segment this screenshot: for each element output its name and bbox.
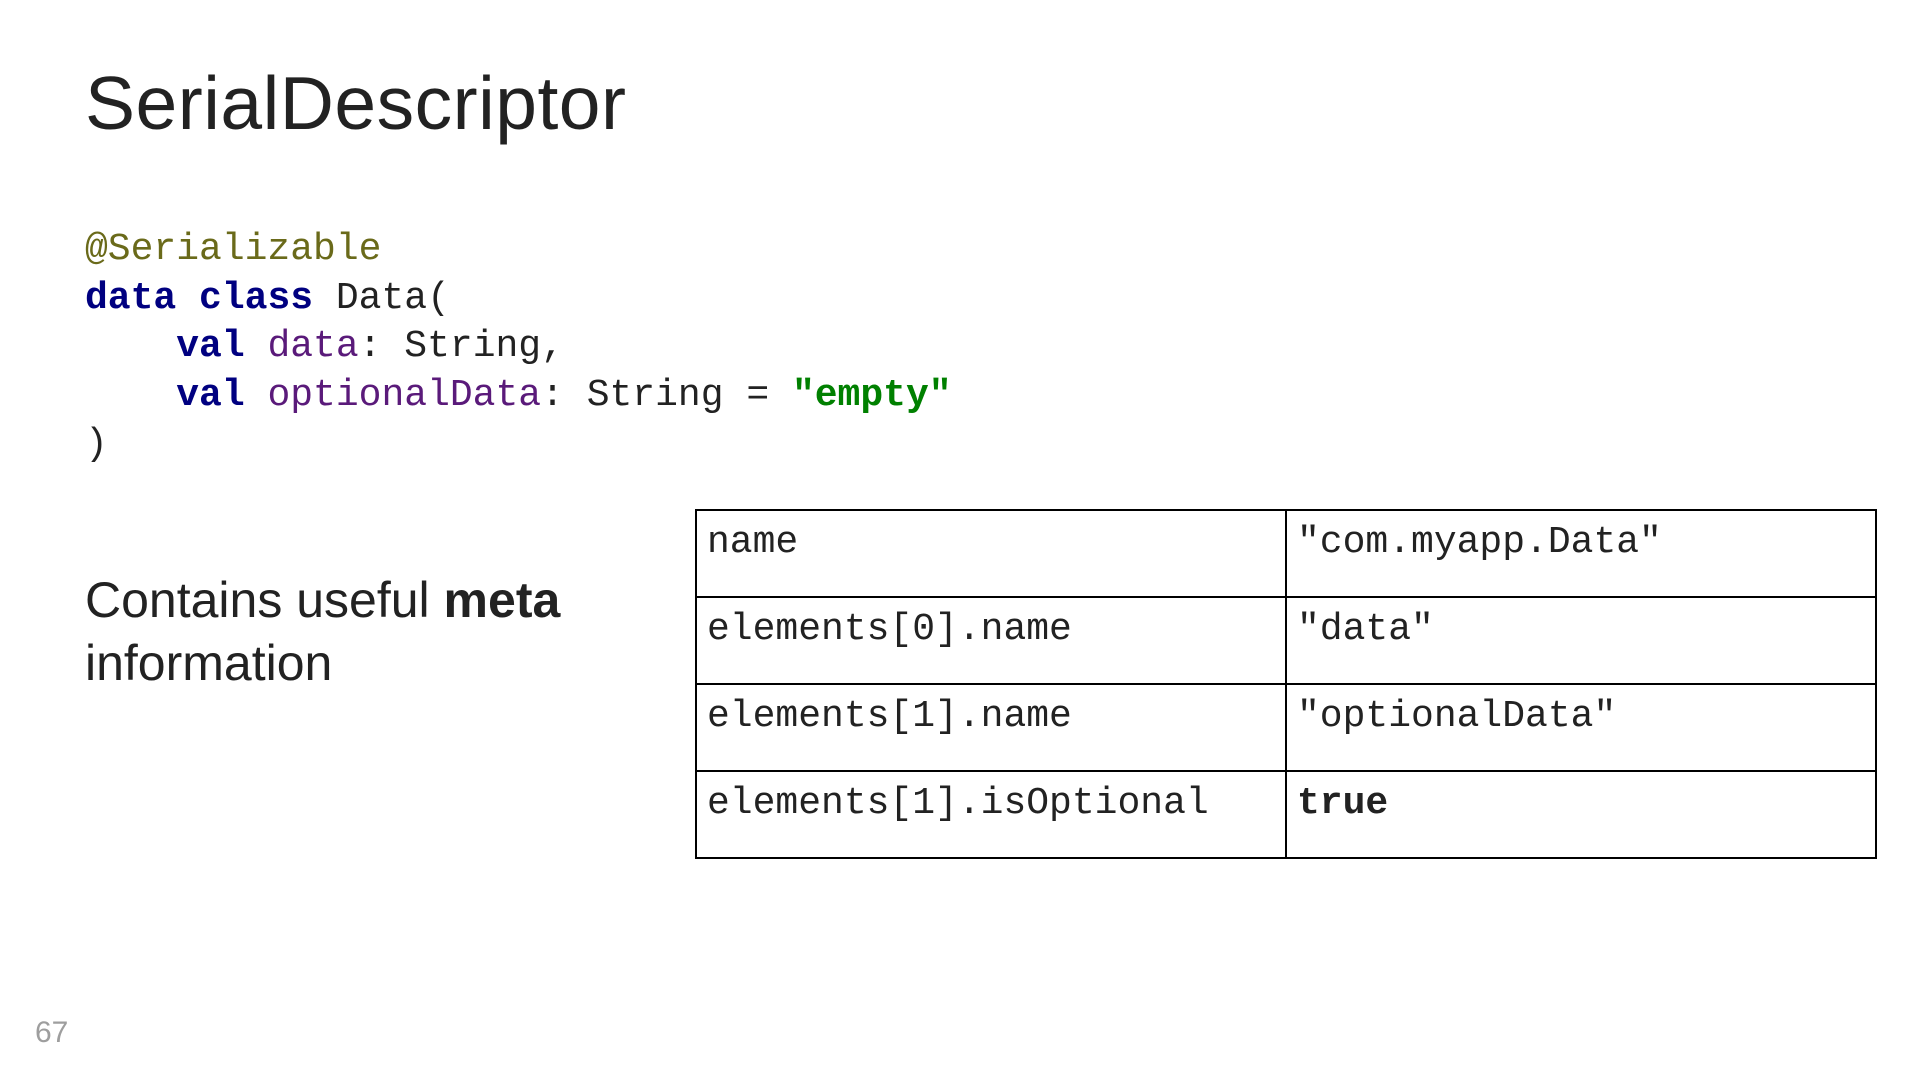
table-cell-key: elements[1].isOptional [696, 771, 1286, 858]
table-cell-value: "com.myapp.Data" [1286, 510, 1876, 597]
table-cell-key: elements[0].name [696, 597, 1286, 684]
caption-prefix: Contains useful [85, 572, 444, 628]
meta-table: name "com.myapp.Data" elements[0].name "… [695, 509, 1877, 859]
table-cell-value: true [1286, 771, 1876, 858]
code-block: @Serializable data class Data( val data:… [85, 226, 1835, 469]
table-row: name "com.myapp.Data" [696, 510, 1876, 597]
code-close: ) [85, 423, 108, 466]
code-keyword-val-1: val [176, 325, 244, 368]
caption-suffix: information [85, 635, 332, 691]
code-prop-2: optionalData [245, 374, 541, 417]
page-title: SerialDescriptor [85, 60, 1835, 146]
table-cell-value: "data" [1286, 597, 1876, 684]
code-prop-1: data [245, 325, 359, 368]
table-cell-key: elements[1].name [696, 684, 1286, 771]
caption-bold: meta [444, 572, 561, 628]
page-number: 67 [35, 1016, 68, 1050]
code-prop-1-tail: : String, [359, 325, 564, 368]
table-cell-key: name [696, 510, 1286, 597]
code-class-name: Data( [313, 277, 450, 320]
code-keyword-val-2: val [176, 374, 244, 417]
code-keyword-data: data [85, 277, 176, 320]
code-keyword-class: class [199, 277, 313, 320]
table-cell-value: "optionalData" [1286, 684, 1876, 771]
table-row: elements[1].isOptional true [696, 771, 1876, 858]
lower-row: Contains useful meta information name "c… [85, 509, 1835, 859]
caption: Contains useful meta information [85, 569, 625, 694]
code-annotation: @Serializable [85, 228, 381, 271]
code-prop-2-mid: : String = [541, 374, 792, 417]
code-indent [85, 325, 176, 368]
table-row: elements[0].name "data" [696, 597, 1876, 684]
slide: SerialDescriptor @Serializable data clas… [0, 0, 1920, 1080]
table-row: elements[1].name "optionalData" [696, 684, 1876, 771]
code-string-literal: "empty" [792, 374, 952, 417]
code-indent-2 [85, 374, 176, 417]
